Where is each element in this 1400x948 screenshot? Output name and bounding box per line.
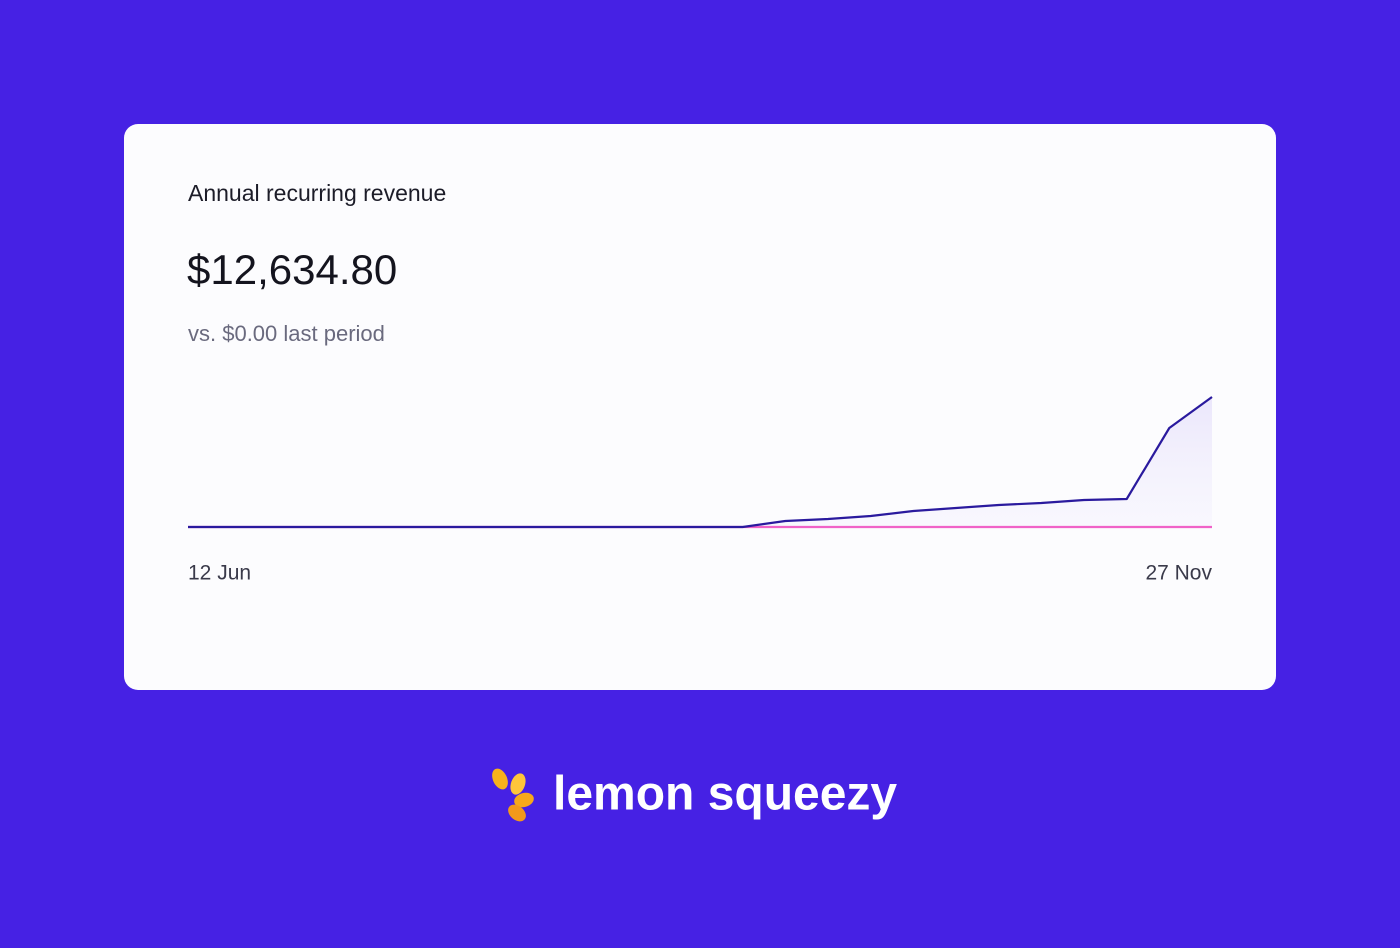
logo-petal — [508, 804, 526, 822]
chart-title: Annual recurring revenue — [188, 180, 446, 206]
area — [188, 397, 1212, 527]
line — [188, 396, 1213, 529]
brand-logo — [492, 768, 534, 822]
headline-value: $12,634.80 — [187, 246, 397, 293]
logo-petal — [492, 768, 508, 790]
logo-petal — [514, 792, 534, 808]
card — [124, 124, 1276, 690]
comparison-text: vs. $0.00 last period — [188, 321, 385, 346]
x-tick-label: 27 Nov — [1145, 562, 1212, 585]
brand-name: lemon squeezy — [553, 768, 897, 821]
x-tick-label: 12 Jun — [188, 562, 251, 585]
plot-area: 12 Jun 27 Nov — [188, 396, 1213, 585]
logo-petal — [510, 773, 526, 795]
